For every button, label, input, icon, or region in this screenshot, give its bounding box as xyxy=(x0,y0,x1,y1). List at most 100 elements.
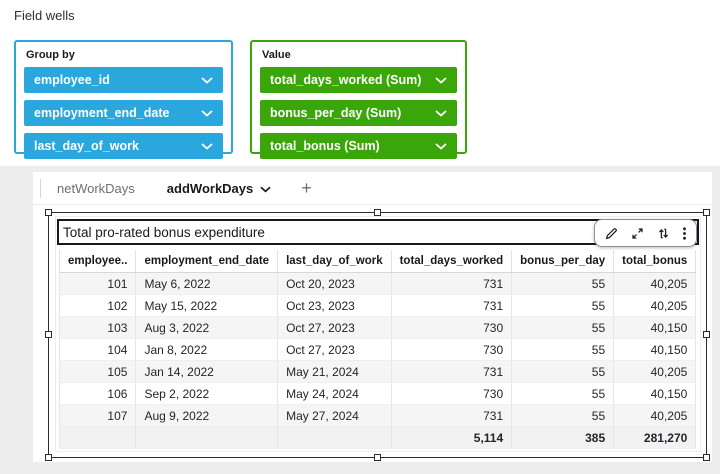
resize-handle-bottom-left[interactable] xyxy=(45,454,52,461)
add-sheet-button[interactable]: + xyxy=(301,178,312,198)
field-pill-label: total_bonus (Sum) xyxy=(270,139,380,153)
table-cell: 107 xyxy=(58,404,137,427)
group-by-pills: employee_id employment_end_date last_day_o… xyxy=(24,67,223,159)
chevron-down-icon xyxy=(201,73,213,87)
visual-selection-frame[interactable]: Total pro-rated bonus expenditure xyxy=(45,209,710,461)
table-cell: 40,205 xyxy=(613,272,697,295)
table-cell: 103 xyxy=(58,316,137,339)
field-pill-bonus-per-day-sum-[interactable]: bonus_per_day (Sum) xyxy=(260,100,457,126)
table-cell: 730 xyxy=(391,316,513,339)
table-cell: May 6, 2022 xyxy=(135,272,279,295)
table-visual-card: Total pro-rated bonus expenditure xyxy=(55,216,701,452)
table-cell: 731 xyxy=(391,360,513,383)
table-cell: 55 xyxy=(511,272,615,295)
value-well: Value total_days_worked (Sum) bonus_per_d… xyxy=(250,40,467,159)
table-cell: May 15, 2022 xyxy=(135,294,279,317)
chevron-down-icon xyxy=(435,106,447,120)
table-row[interactable]: 104 Jan 8, 2022 Oct 27, 2023 730 55 40,150 xyxy=(58,338,697,361)
field-pill-label: employee_id xyxy=(34,73,110,87)
table-cell: 40,150 xyxy=(613,338,697,361)
chevron-down-icon xyxy=(435,73,447,87)
table-row[interactable]: 102 May 15, 2022 Oct 23, 2023 731 55 40,205 xyxy=(58,294,697,317)
sheet-tab-label: netWorkDays xyxy=(57,180,135,196)
chevron-down-icon xyxy=(435,139,447,153)
move-icon[interactable] xyxy=(656,226,671,241)
table-header-row: employee.. employment_end_date last_day_of… xyxy=(58,250,697,273)
table-cell: 40,205 xyxy=(613,360,697,383)
table-cell: 40,205 xyxy=(613,294,697,317)
table-cell: 106 xyxy=(58,382,137,405)
field-pill-employment-end-date[interactable]: employment_end_date xyxy=(24,100,223,126)
table-cell: May 24, 2024 xyxy=(277,382,392,405)
table-row[interactable]: 105 Jan 14, 2022 May 21, 2024 731 55 40,205 xyxy=(58,360,697,383)
column-header-total-bonus[interactable]: total_bonus xyxy=(613,250,697,273)
resize-handle-middle-right[interactable] xyxy=(703,331,710,338)
resize-handle-middle-left[interactable] xyxy=(45,331,52,338)
field-wells-title: Field wells xyxy=(14,8,75,23)
table-totals-row: 5,114 385 281,270 xyxy=(58,426,697,449)
table-cell: Oct 23, 2023 xyxy=(277,294,392,317)
table-cell: Jan 8, 2022 xyxy=(135,338,279,361)
field-pill-label: bonus_per_day (Sum) xyxy=(270,106,402,120)
visual-title[interactable]: Total pro-rated bonus expenditure xyxy=(57,219,699,245)
column-header-employment-end-date[interactable]: employment_end_date xyxy=(135,250,279,273)
table-row[interactable]: 107 Aug 9, 2022 May 27, 2024 731 55 40,205 xyxy=(58,404,697,427)
sheet-tab-addworkdays[interactable]: addWorkDays xyxy=(151,172,287,204)
totals-cell xyxy=(135,426,279,449)
table-cell: 730 xyxy=(391,338,513,361)
column-header-bonus-per-day[interactable]: bonus_per_day xyxy=(511,250,615,273)
column-header-total-days-worked[interactable]: total_days_worked xyxy=(391,250,513,273)
group-by-label: Group by xyxy=(26,49,75,61)
field-pill-total-bonus-sum-[interactable]: total_bonus (Sum) xyxy=(260,133,457,159)
resize-handle-top-right[interactable] xyxy=(703,209,710,216)
table-row[interactable]: 101 May 6, 2022 Oct 20, 2023 731 55 40,205 xyxy=(58,272,697,295)
table-cell: 105 xyxy=(58,360,137,383)
field-pill-last-day-of-work[interactable]: last_day_of_work xyxy=(24,133,223,159)
table-cell: 104 xyxy=(58,338,137,361)
totals-cell: 5,114 xyxy=(391,426,513,449)
totals-cell: 281,270 xyxy=(613,426,697,449)
table-cell: 731 xyxy=(391,404,513,427)
chevron-down-icon[interactable] xyxy=(260,181,271,196)
table-cell: May 21, 2024 xyxy=(277,360,392,383)
table-cell: 40,150 xyxy=(613,382,697,405)
value-pills: total_days_worked (Sum) bonus_per_day (Su… xyxy=(260,67,457,159)
table-row[interactable]: 103 Aug 3, 2022 Oct 27, 2023 730 55 40,150 xyxy=(58,316,697,339)
table-cell: 55 xyxy=(511,382,615,405)
table-cell: 731 xyxy=(391,294,513,317)
visual-toolbar xyxy=(594,219,697,247)
menu-icon[interactable] xyxy=(682,226,687,241)
table-cell: Aug 9, 2022 xyxy=(135,404,279,427)
table-cell: 55 xyxy=(511,294,615,317)
resize-handle-bottom-middle[interactable] xyxy=(373,454,381,461)
table-cell: 101 xyxy=(58,272,137,295)
table-cell: Aug 3, 2022 xyxy=(135,316,279,339)
field-pill-employee-id[interactable]: employee_id xyxy=(24,67,223,93)
value-label: Value xyxy=(262,49,291,61)
table-cell: 55 xyxy=(511,338,615,361)
table-cell: Jan 14, 2022 xyxy=(135,360,279,383)
table-cell: 40,205 xyxy=(613,404,697,427)
sheet-workspace: netWorkDays addWorkDays + Total pro-rated… xyxy=(0,166,720,474)
resize-handle-top-left[interactable] xyxy=(45,209,52,216)
pivot-table: employee.. employment_end_date last_day_of… xyxy=(58,250,697,449)
field-pill-total-days-worked-sum-[interactable]: total_days_worked (Sum) xyxy=(260,67,457,93)
pencil-icon[interactable] xyxy=(604,226,619,241)
table-cell: 102 xyxy=(58,294,137,317)
sheet-tab-networkdays[interactable]: netWorkDays xyxy=(41,172,151,204)
field-pill-label: employment_end_date xyxy=(34,106,170,120)
totals-cell xyxy=(58,426,137,449)
column-header-last-day-of-work[interactable]: last_day_of_work xyxy=(277,250,392,273)
column-header-employee-[interactable]: employee.. xyxy=(58,250,137,273)
resize-handle-bottom-right[interactable] xyxy=(703,454,710,461)
maximize-icon[interactable] xyxy=(630,226,645,241)
table-cell: 730 xyxy=(391,382,513,405)
chevron-down-icon xyxy=(201,106,213,120)
chevron-down-icon xyxy=(201,139,213,153)
resize-handle-top-middle[interactable] xyxy=(373,209,381,216)
table-row[interactable]: 106 Sep 2, 2022 May 24, 2024 730 55 40,150 xyxy=(58,382,697,405)
table-cell: Oct 27, 2023 xyxy=(277,316,392,339)
field-pill-label: total_days_worked (Sum) xyxy=(270,73,422,87)
